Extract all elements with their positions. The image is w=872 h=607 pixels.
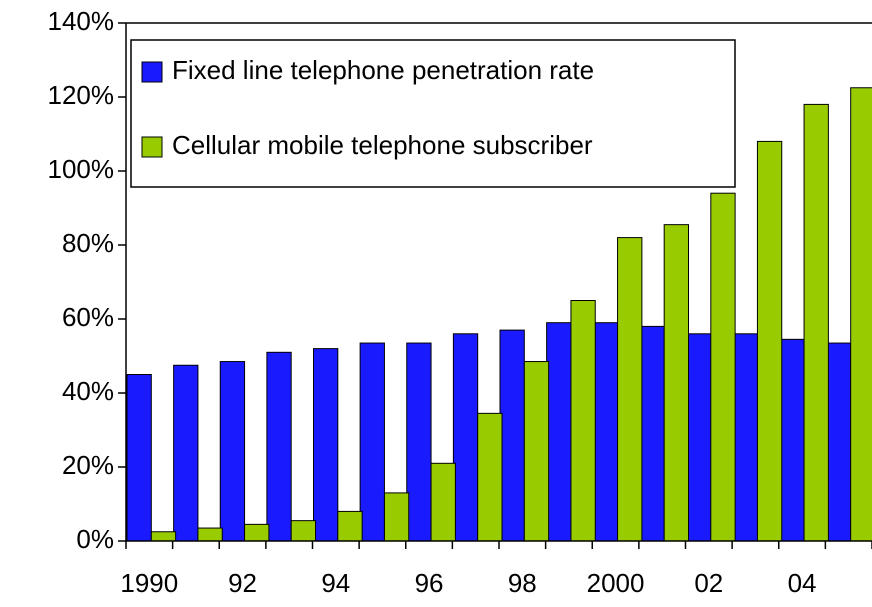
x-tick-label: 96	[415, 568, 444, 598]
bar	[756, 140, 783, 542]
legend-box	[130, 39, 736, 188]
legend-label: Fixed line telephone penetration rate	[172, 55, 594, 85]
y-tick-label: 60%	[62, 302, 114, 332]
bar	[546, 322, 572, 542]
bar	[850, 87, 872, 542]
bar	[197, 527, 223, 542]
bar	[523, 361, 550, 542]
bar	[430, 462, 456, 542]
bar	[337, 510, 363, 542]
bar	[290, 520, 316, 542]
bar	[499, 329, 525, 542]
bar	[617, 237, 643, 542]
bar	[686, 333, 712, 542]
x-tick-label: 02	[694, 568, 723, 598]
y-tick-label: 120%	[48, 80, 115, 110]
bar	[150, 531, 177, 542]
bar	[710, 192, 736, 542]
bar	[126, 374, 152, 542]
y-tick-label: 0%	[76, 524, 114, 554]
y-tick-label: 100%	[48, 154, 115, 184]
y-tick-label: 140%	[48, 6, 115, 36]
bar	[732, 333, 758, 542]
bar	[779, 338, 805, 542]
bar	[244, 523, 270, 542]
bar	[570, 300, 596, 542]
bar	[592, 322, 619, 542]
bar	[266, 351, 292, 542]
bar	[825, 342, 852, 542]
legend-label: Cellular mobile telephone subscriber	[172, 130, 593, 160]
x-tick-label: 2000	[587, 568, 645, 598]
y-tick-label: 80%	[62, 228, 114, 258]
bar	[452, 333, 479, 542]
bar	[663, 224, 689, 542]
x-tick-label: 94	[321, 568, 350, 598]
bar	[383, 492, 410, 542]
x-tick-label: 04	[788, 568, 817, 598]
y-tick-label: 40%	[62, 376, 114, 406]
x-tick-label: 1990	[120, 568, 178, 598]
x-tick-label: 92	[228, 568, 257, 598]
bar	[803, 103, 829, 542]
y-tick-label: 20%	[62, 450, 114, 480]
bar	[359, 342, 385, 542]
bar	[477, 412, 503, 542]
x-tick-label: 98	[508, 568, 537, 598]
bar	[219, 361, 246, 542]
legend-swatch	[141, 136, 163, 158]
bar	[406, 342, 432, 542]
legend-swatch	[141, 61, 163, 83]
bar	[173, 364, 199, 542]
bar	[313, 348, 339, 542]
bar	[639, 325, 665, 542]
